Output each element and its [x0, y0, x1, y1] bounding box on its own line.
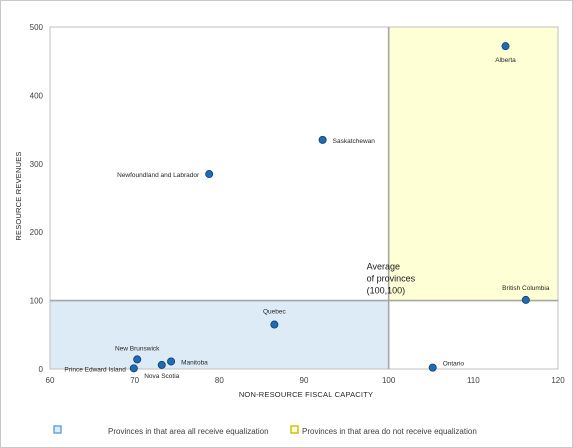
y-axis-title: RESOURCE REVENUES: [14, 151, 23, 240]
non-equalization-region: [388, 27, 558, 301]
plot-area-border: [49, 26, 559, 370]
x-axis-title: NON-RESOURCE FISCAL CAPACITY: [239, 390, 373, 399]
legend-swatch-2: [290, 425, 299, 434]
y-tick-label: 100: [30, 297, 44, 306]
point-label-british-columbia: British Columbia: [502, 285, 550, 292]
data-point-alberta: [501, 42, 510, 51]
average-annotation: Average of provinces (100,100): [367, 262, 416, 296]
point-label-new-brunswick: New Brunswick: [115, 345, 160, 352]
equalization-region: [50, 300, 389, 369]
x-tick-label: 120: [551, 376, 565, 385]
y-tick-label: 500: [30, 23, 44, 32]
x-tick-label: 80: [215, 376, 224, 385]
data-point-ontario: [428, 363, 437, 372]
point-label-prince-edward-island: Prince Edward Island: [64, 366, 126, 373]
legend-label-2: Provinces in that area do not receive eq…: [302, 427, 477, 436]
point-label-newfoundland-and-labrador: Newfoundland and Labrador: [117, 172, 200, 179]
data-point-nova-scotia: [157, 360, 166, 369]
data-point-british-columbia: [521, 295, 530, 304]
data-point-new-brunswick: [133, 355, 142, 364]
x-tick-label: 70: [130, 376, 139, 385]
y-tick-label: 300: [30, 160, 44, 169]
point-label-quebec: Quebec: [263, 309, 287, 316]
data-point-saskatchewan: [318, 135, 327, 144]
data-point-prince-edward-island: [129, 364, 138, 373]
point-label-nova-scotia: Nova Scotia: [144, 373, 179, 380]
data-point-quebec: [270, 320, 279, 329]
legend-swatch-1: [53, 425, 62, 434]
y-tick-label: 200: [30, 228, 44, 237]
x-tick-label: 110: [467, 376, 480, 385]
data-point-manitoba: [167, 357, 176, 366]
point-label-ontario: Ontario: [443, 361, 465, 368]
legend-label-1: Provinces in that area all receive equal…: [108, 427, 269, 436]
x-tick-label: 100: [382, 376, 396, 385]
data-point-newfoundland-and-labrador: [205, 170, 214, 179]
y-tick-label: 0: [39, 365, 44, 374]
point-label-alberta: Alberta: [495, 57, 516, 64]
point-label-saskatchewan: Saskatchewan: [333, 138, 376, 145]
x-tick-label: 90: [300, 376, 309, 385]
x-tick-label: 60: [46, 376, 55, 385]
point-label-manitoba: Manitoba: [181, 359, 208, 366]
y-tick-label: 400: [30, 91, 44, 100]
